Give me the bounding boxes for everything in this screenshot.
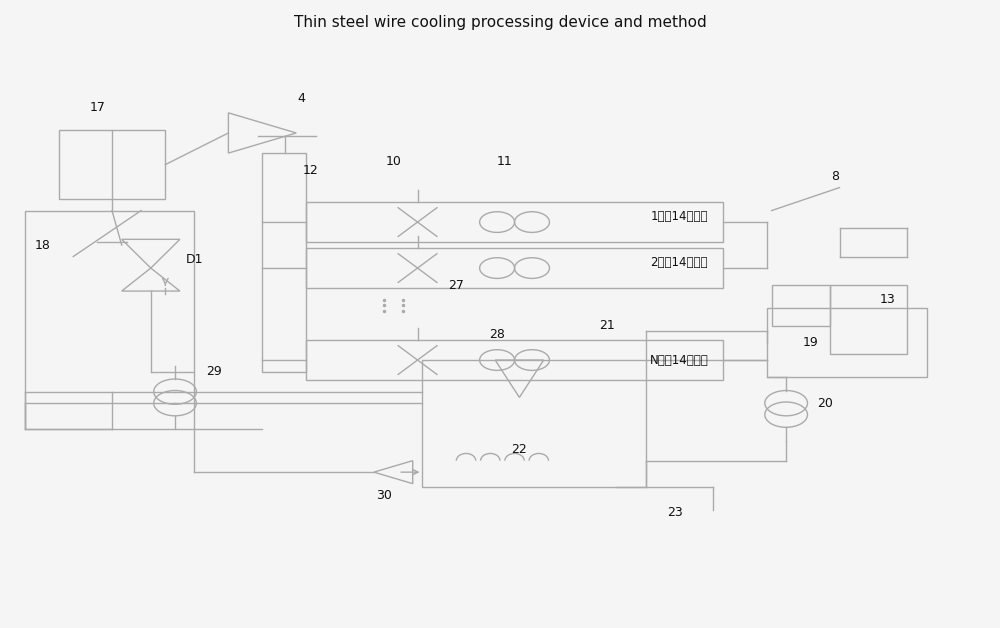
Bar <box>767 308 927 377</box>
Text: 23: 23 <box>667 506 682 519</box>
Text: 18: 18 <box>34 239 50 252</box>
Bar <box>772 285 830 325</box>
Bar <box>262 153 306 372</box>
Bar <box>422 360 646 487</box>
Text: 13: 13 <box>880 293 896 306</box>
Text: 28: 28 <box>489 328 505 340</box>
Bar <box>306 202 723 242</box>
Text: 20: 20 <box>817 397 833 409</box>
Text: 10: 10 <box>385 155 401 168</box>
Text: N号线14进水口: N号线14进水口 <box>650 354 709 367</box>
Text: 19: 19 <box>803 337 818 349</box>
Text: 29: 29 <box>206 365 222 378</box>
Bar <box>306 340 723 380</box>
Text: 1号线14进水口: 1号线14进水口 <box>650 210 708 223</box>
Text: 27: 27 <box>448 279 464 292</box>
Bar <box>59 130 165 199</box>
Text: D1: D1 <box>186 253 203 266</box>
Bar <box>25 210 194 429</box>
Title: Thin steel wire cooling processing device and method: Thin steel wire cooling processing devic… <box>294 15 706 30</box>
Bar <box>306 248 723 288</box>
Text: 22: 22 <box>512 443 527 456</box>
Text: 4: 4 <box>297 92 305 105</box>
Text: 12: 12 <box>303 164 319 177</box>
Text: 30: 30 <box>376 489 392 502</box>
Text: 11: 11 <box>497 155 513 168</box>
Text: 21: 21 <box>599 319 615 332</box>
Text: 17: 17 <box>90 100 105 114</box>
Text: 2号线14进水口: 2号线14进水口 <box>650 256 708 269</box>
Bar <box>830 285 907 354</box>
Text: 8: 8 <box>831 170 839 183</box>
